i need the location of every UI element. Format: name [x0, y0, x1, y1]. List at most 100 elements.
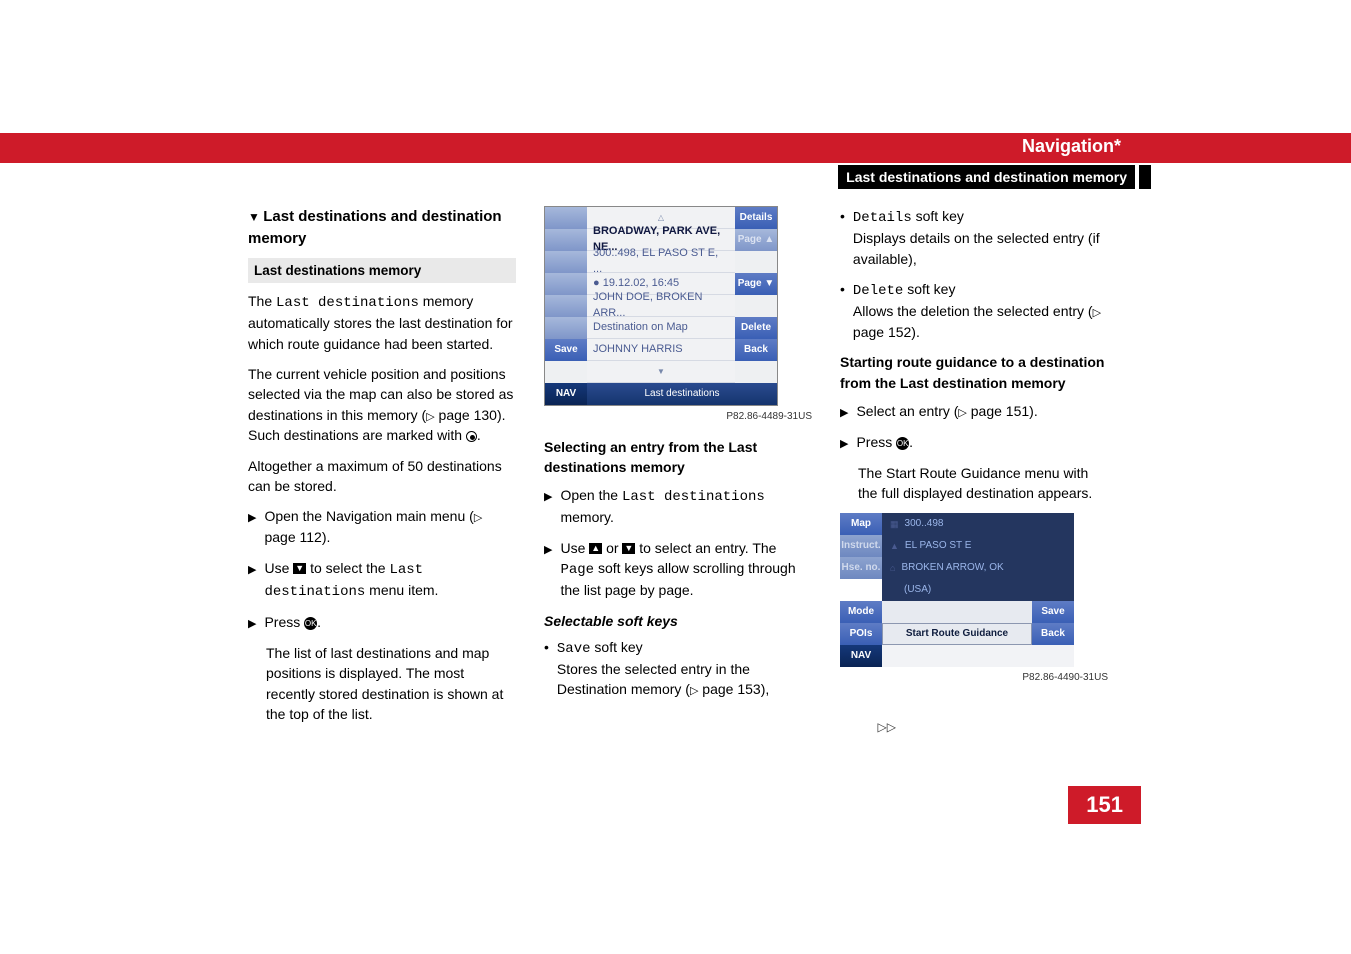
text: page 152).	[853, 324, 920, 340]
softkey-save: Save	[545, 339, 587, 361]
softkey-left	[545, 229, 587, 251]
city-icon: ⌂	[890, 562, 895, 575]
blank-mid	[882, 601, 1032, 623]
addr-line: ▦ 300..498	[882, 513, 1074, 535]
softkey-left	[545, 273, 587, 295]
page-ref-icon	[474, 508, 482, 524]
page-ref-icon	[426, 407, 434, 423]
house-icon: ▦	[890, 518, 899, 531]
softkey-delete: Delete	[735, 317, 777, 339]
section-heading: Last destinations and destination memory	[248, 206, 516, 250]
text: page 151).	[967, 403, 1038, 419]
page-ref-icon	[1093, 303, 1101, 319]
text: soft key	[591, 639, 643, 655]
bullet-icon	[544, 637, 549, 701]
text: page 112).	[264, 529, 330, 545]
column-2: △Details BROADWAY, PARK AVE, NE...Page ▲…	[544, 206, 812, 734]
figure-caption-2: P82.86-4490-31US	[840, 671, 1108, 686]
softkey-left	[545, 317, 587, 339]
softkey-back: Back	[1032, 623, 1074, 645]
down-key-icon: ▼	[622, 543, 635, 554]
step-2: Use ▼ to select the Last destinations me…	[248, 558, 516, 603]
page-number: 151	[1068, 786, 1141, 824]
step-text: Select an entry ( page 151).	[856, 401, 1037, 422]
text: soft keys allow scrolling through the li…	[560, 560, 795, 598]
section-bar: Last destinations and destination memory	[0, 165, 1351, 189]
footer-title: Last destinations	[587, 383, 777, 405]
addr-line: ▲EL PASO ST E	[882, 535, 1074, 557]
ok-key-icon: OK	[896, 437, 909, 450]
softkey-pois: POIs	[840, 623, 882, 645]
content: Last destinations and destination memory…	[248, 206, 1108, 734]
text: or	[602, 540, 622, 556]
nav-label: NAV	[840, 645, 882, 667]
arrow-icon	[544, 485, 552, 528]
text: menu item.	[365, 582, 438, 598]
bullet: Save soft keyStores the selected entry i…	[544, 637, 812, 701]
text: page 153),	[698, 681, 769, 697]
arrow-icon	[248, 558, 256, 603]
step-3: Press OK.	[248, 612, 516, 633]
para-1: The Last destinations memory automatical…	[248, 291, 516, 354]
step-text: Open the Navigation main menu ( page 112…	[264, 506, 516, 547]
addr-line: ⌂BROKEN ARROW, OK	[882, 557, 1074, 579]
text: Open the Navigation main menu (	[264, 508, 473, 524]
softkey-page-down: Page ▼	[735, 273, 777, 295]
text: soft key	[903, 281, 955, 297]
subheading-italic: Selectable soft keys	[544, 611, 812, 631]
softkey-map: Map	[840, 513, 882, 535]
circle-dot-icon	[466, 431, 477, 442]
bullet-icon	[840, 279, 845, 343]
text: .	[317, 614, 321, 630]
step-text: Use ▲ or ▼ to select an entry. The Page …	[560, 538, 812, 601]
arrow-icon	[840, 401, 848, 422]
mono-text: Last destinations	[276, 295, 419, 311]
bullet: Details soft keyDisplays details on the …	[840, 206, 1108, 269]
comand-screenshot-1: △Details BROADWAY, PARK AVE, NE...Page ▲…	[544, 206, 778, 406]
para-2: The current vehicle position and positio…	[248, 364, 516, 446]
mono-text: Page	[560, 562, 594, 578]
text: Displays details on the selected entry (…	[853, 230, 1100, 266]
arrow-icon	[840, 432, 848, 453]
list-item: 300..498, EL PASO ST E, ...	[587, 251, 735, 273]
bullet-text: Details soft keyDisplays details on the …	[853, 206, 1108, 269]
softkey-back: Back	[735, 339, 777, 361]
softkey-mode: Mode	[840, 601, 882, 623]
section-heading-text: Last destinations and destination memory	[248, 208, 502, 247]
text: Select an entry (	[856, 403, 958, 419]
chapter-title: Navigation*	[1022, 136, 1121, 157]
chapter-bar: Navigation*	[0, 133, 1351, 163]
softkey-instruct: Instruct.	[840, 535, 882, 557]
softkey-left	[545, 295, 587, 317]
text: The	[248, 293, 276, 309]
mono-text: Details	[853, 210, 912, 226]
list-arrow-down: ▼	[587, 361, 735, 383]
softkey-hse-no: Hse. no.	[840, 557, 882, 579]
text: 300..498	[905, 517, 944, 532]
section-end-block	[1139, 165, 1151, 189]
masthead: Navigation* Last destinations and destin…	[0, 133, 1351, 189]
step-detail: The list of last destinations and map po…	[266, 643, 516, 724]
softkey-left	[545, 207, 587, 229]
step-detail: The Start Route Guidance menu with the f…	[858, 463, 1108, 504]
step-text: Use ▼ to select the Last destinations me…	[264, 558, 516, 603]
step: Use ▲ or ▼ to select an entry. The Page …	[544, 538, 812, 601]
text: .	[477, 427, 481, 443]
bullet-text: Save soft keyStores the selected entry i…	[557, 637, 812, 701]
blank	[882, 645, 1074, 667]
comand-screenshot-2: Map ▦ 300..498 Instruct.▲EL PASO ST E Hse.…	[840, 513, 1074, 667]
step-text: Press OK.	[264, 612, 321, 633]
step-text: Open the Last destinations memory.	[560, 485, 812, 528]
arrow-icon	[248, 506, 256, 547]
bullet-icon	[840, 206, 845, 269]
bullet: Delete soft keyAllows the deletion the s…	[840, 279, 1108, 343]
step-text: Press OK.	[856, 432, 913, 453]
comand-footer: NAV Last destinations	[545, 383, 777, 405]
subheading: Selecting an entry from the Last destina…	[544, 437, 812, 478]
softkey-page-up: Page ▲	[735, 229, 777, 251]
para-3: Altogether a maximum of 50 destinations …	[248, 456, 516, 497]
street-icon: ▲	[890, 540, 899, 553]
mono-text: Save	[557, 641, 591, 657]
step: Select an entry ( page 151).	[840, 401, 1108, 422]
ok-key-icon: OK	[304, 617, 317, 630]
